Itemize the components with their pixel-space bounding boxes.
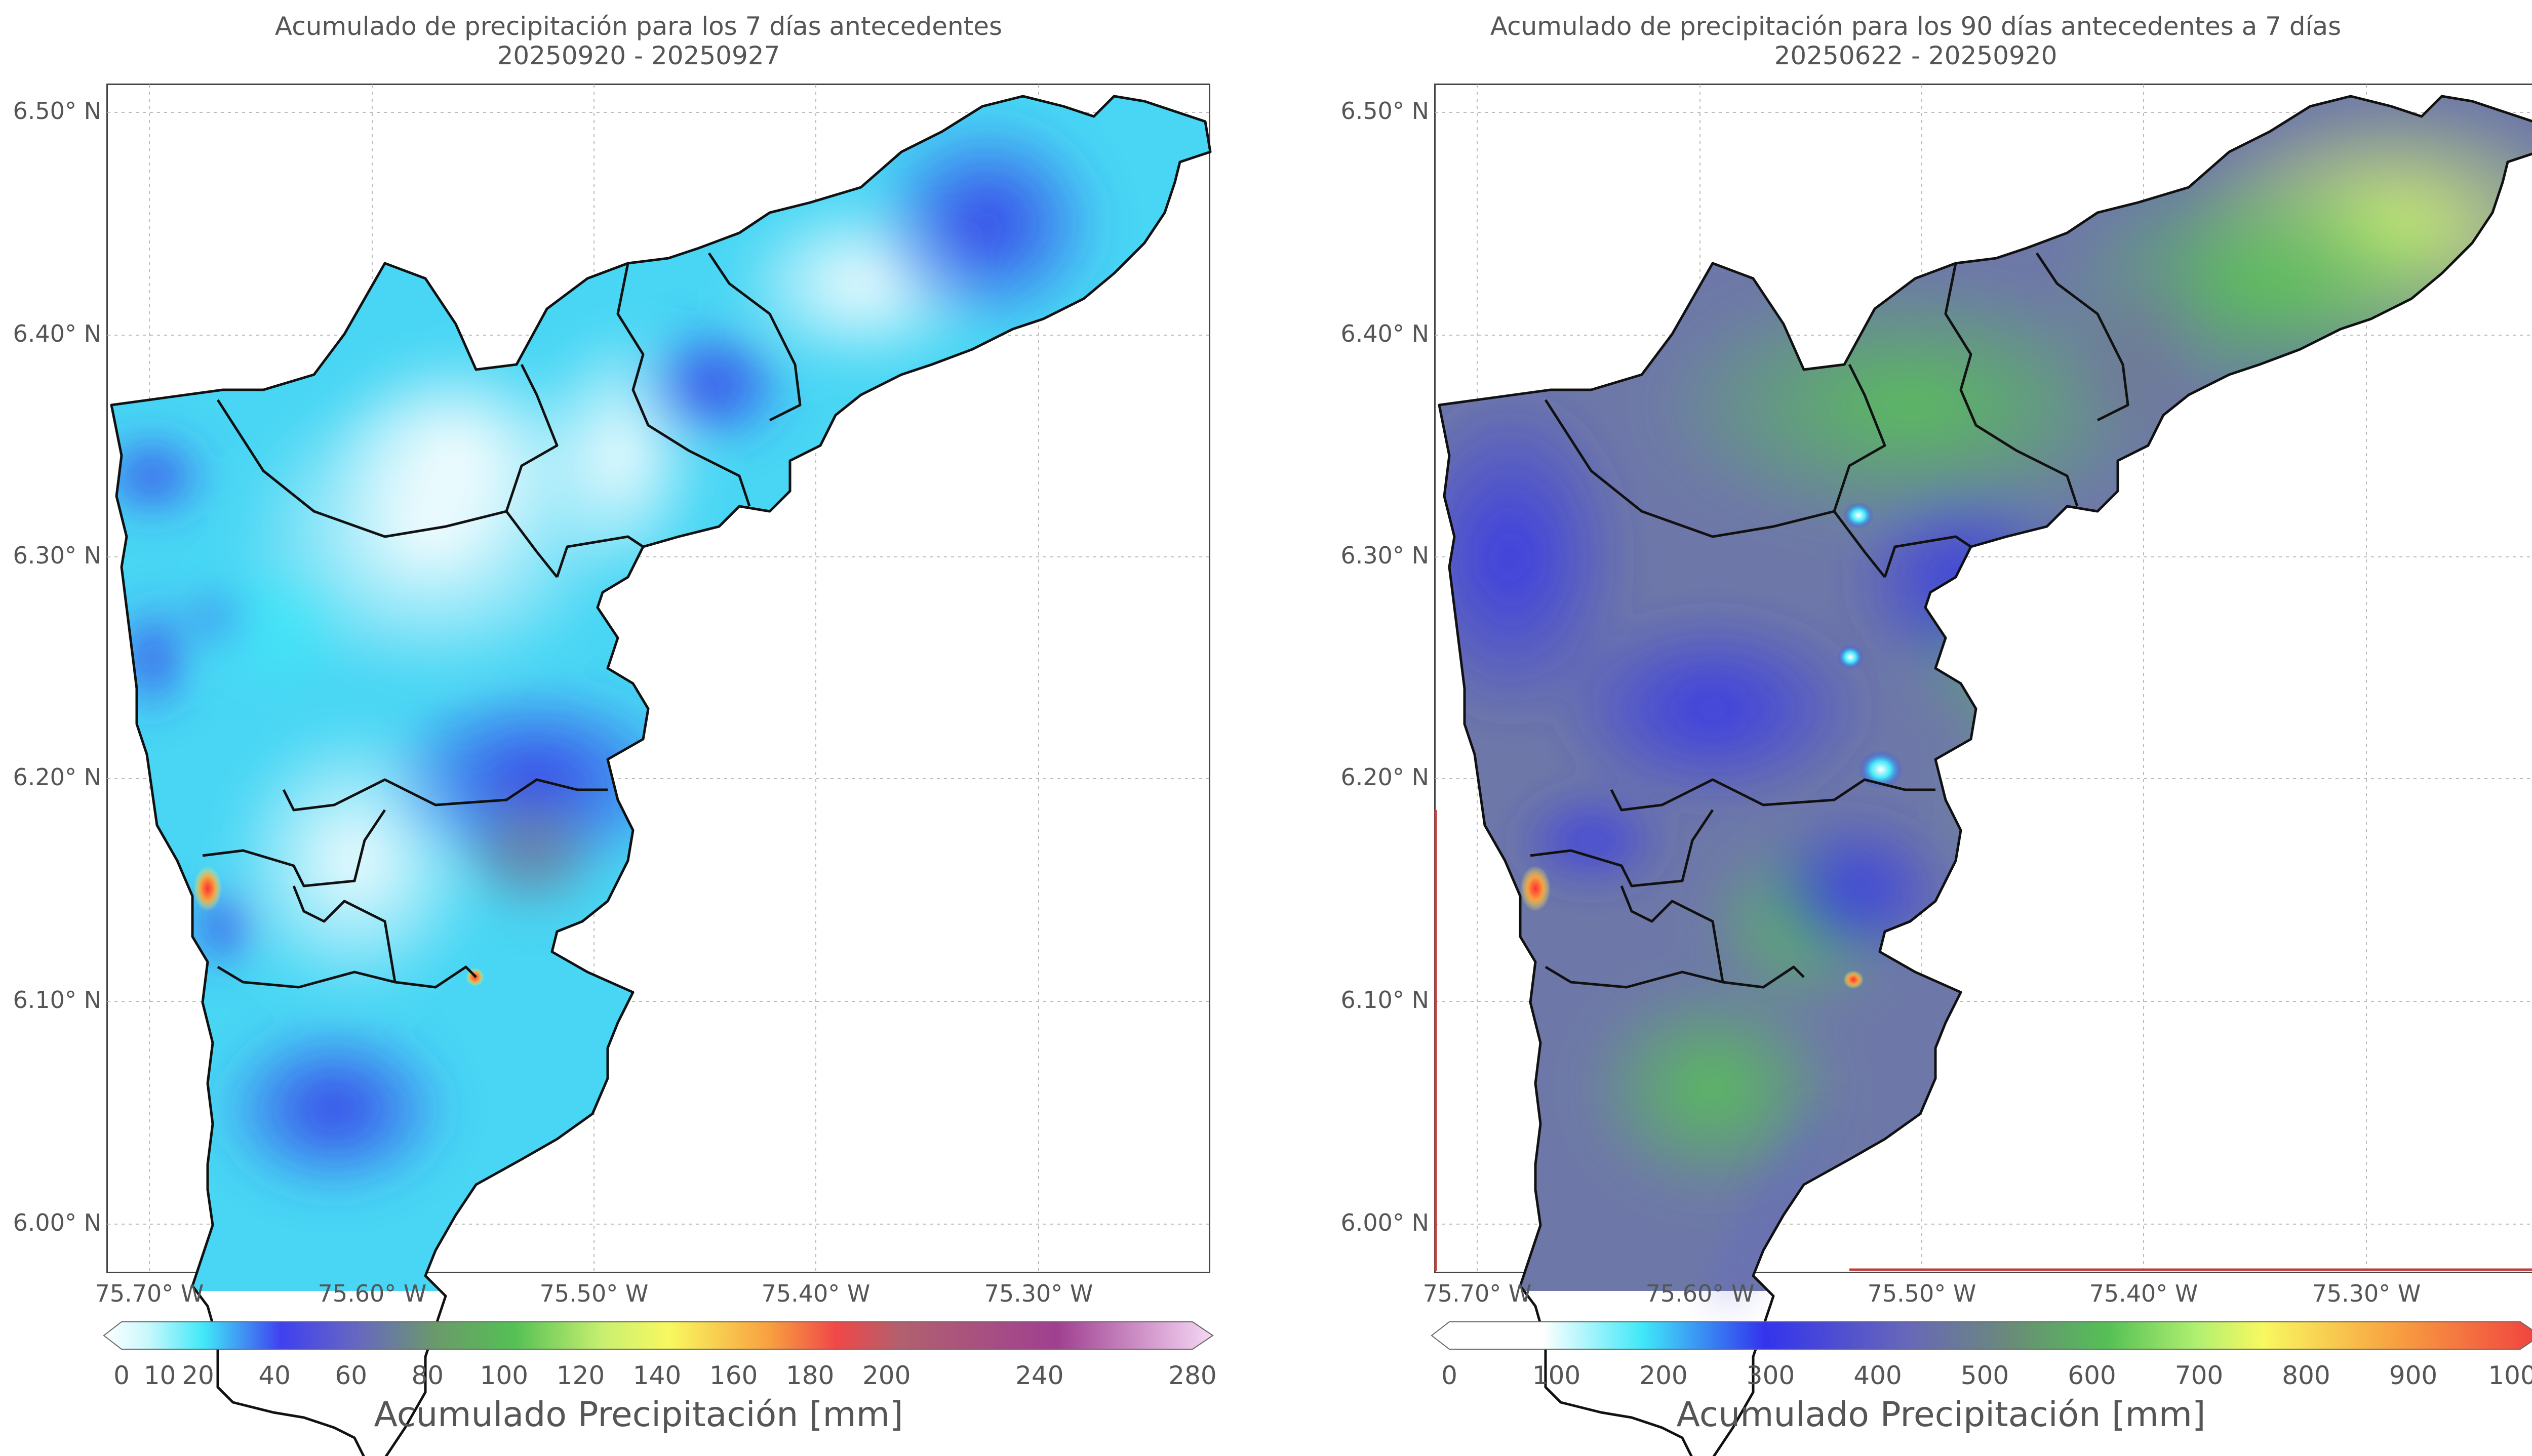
left-lat-label: 6.30° N bbox=[13, 542, 101, 569]
left-lon-label: 75.50° W bbox=[539, 1280, 649, 1307]
colorbar-tick-label: 60 bbox=[335, 1361, 368, 1390]
colorbar-tick-label: 100 bbox=[1532, 1361, 1581, 1390]
colorbar-tick-label: 280 bbox=[1168, 1361, 1217, 1390]
left-colorbar-ticks: 0 10 20 40 60 80 100 120 140 160 180 200 240 280 bbox=[113, 1361, 1217, 1396]
left-precipitation-field bbox=[111, 96, 1210, 1291]
colorbar-tick-label: 200 bbox=[862, 1361, 911, 1390]
left-precipitation-map bbox=[107, 85, 1277, 1456]
right-lon-label: 75.60° W bbox=[1645, 1280, 1755, 1307]
right-colorbar-ticks: 0 100 200 300 400 500 600 700 800 900 1000 bbox=[1441, 1361, 2532, 1396]
left-lat-label: 6.00° N bbox=[13, 1209, 101, 1236]
right-lon-label: 75.40° W bbox=[2089, 1280, 2198, 1307]
colorbar-tick-label: 400 bbox=[1853, 1361, 1902, 1390]
left-map-panel: Acumulado de precipitación para los 7 dí… bbox=[13, 12, 1277, 1456]
left-colorbar bbox=[103, 1321, 1214, 1350]
right-map-title: Acumulado de precipitación para los 90 d… bbox=[1490, 12, 2342, 41]
right-lat-label: 6.10° N bbox=[1340, 986, 1429, 1014]
colorbar-tick-label: 600 bbox=[2068, 1361, 2116, 1390]
left-map-date-range: 20250920 - 20250927 bbox=[497, 41, 780, 70]
left-lon-label: 75.60° W bbox=[318, 1280, 427, 1307]
colorbar-tick-label: 0 bbox=[113, 1361, 130, 1390]
right-lat-label: 6.20° N bbox=[1340, 763, 1429, 791]
colorbar-tick-label: 20 bbox=[182, 1361, 214, 1390]
colorbar-tick-label: 1000 bbox=[2488, 1361, 2532, 1390]
left-lat-label: 6.20° N bbox=[13, 763, 101, 791]
colorbar-tick-label: 140 bbox=[632, 1361, 682, 1390]
right-lon-label: 75.30° W bbox=[2312, 1280, 2421, 1307]
left-lat-label: 6.40° N bbox=[13, 320, 101, 347]
colorbar-tick-label: 10 bbox=[143, 1361, 176, 1390]
left-map-title: Acumulado de precipitación para los 7 dí… bbox=[274, 12, 1003, 41]
colorbar-tick-label: 180 bbox=[785, 1361, 835, 1390]
right-lat-label: 6.40° N bbox=[1340, 320, 1429, 347]
right-colorbar bbox=[1431, 1321, 2532, 1350]
right-lon-label: 75.70° W bbox=[1422, 1280, 1532, 1307]
right-colorbar-label: Acumulado Precipitación [mm] bbox=[1676, 1395, 2206, 1435]
left-lat-label: 6.10° N bbox=[13, 986, 101, 1014]
left-lon-label: 75.70° W bbox=[95, 1280, 204, 1307]
right-basin-boundaries bbox=[1439, 96, 2532, 1456]
right-map-panel: Acumulado de precipitación para los 90 d… bbox=[1277, 0, 2532, 1456]
colorbar-tick-label: 700 bbox=[2174, 1361, 2224, 1390]
right-lat-label: 6.50° N bbox=[1340, 97, 1429, 125]
left-lon-label: 75.40° W bbox=[761, 1280, 871, 1307]
right-precipitation-map bbox=[1434, 85, 2532, 1456]
colorbar-tick-label: 200 bbox=[1639, 1361, 1688, 1390]
colorbar-tick-label: 80 bbox=[411, 1361, 444, 1390]
colorbar-tick-label: 40 bbox=[258, 1361, 291, 1390]
left-colorbar-label: Acumulado Precipitación [mm] bbox=[374, 1395, 903, 1435]
left-lat-label: 6.50° N bbox=[13, 97, 101, 125]
right-lon-label: 75.50° W bbox=[1867, 1280, 1976, 1307]
colorbar-tick-label: 0 bbox=[1441, 1361, 1457, 1390]
colorbar-tick-label: 100 bbox=[480, 1361, 529, 1390]
colorbar-tick-label: 800 bbox=[2282, 1361, 2330, 1390]
colorbar-tick-label: 160 bbox=[709, 1361, 758, 1390]
right-lat-label: 6.30° N bbox=[1340, 542, 1429, 569]
right-precipitation-field bbox=[1439, 96, 2532, 1306]
left-lon-label: 75.30° W bbox=[984, 1280, 1093, 1307]
right-map-date-range: 20250622 - 20250920 bbox=[1774, 41, 2058, 70]
left-basin-boundaries bbox=[111, 96, 1210, 1456]
colorbar-tick-label: 300 bbox=[1746, 1361, 1795, 1390]
colorbar-tick-label: 900 bbox=[2389, 1361, 2438, 1390]
colorbar-tick-label: 120 bbox=[556, 1361, 605, 1390]
colorbar-tick-label: 240 bbox=[1015, 1361, 1064, 1390]
colorbar-tick-label: 500 bbox=[1960, 1361, 2009, 1390]
right-lat-label: 6.00° N bbox=[1340, 1209, 1429, 1236]
